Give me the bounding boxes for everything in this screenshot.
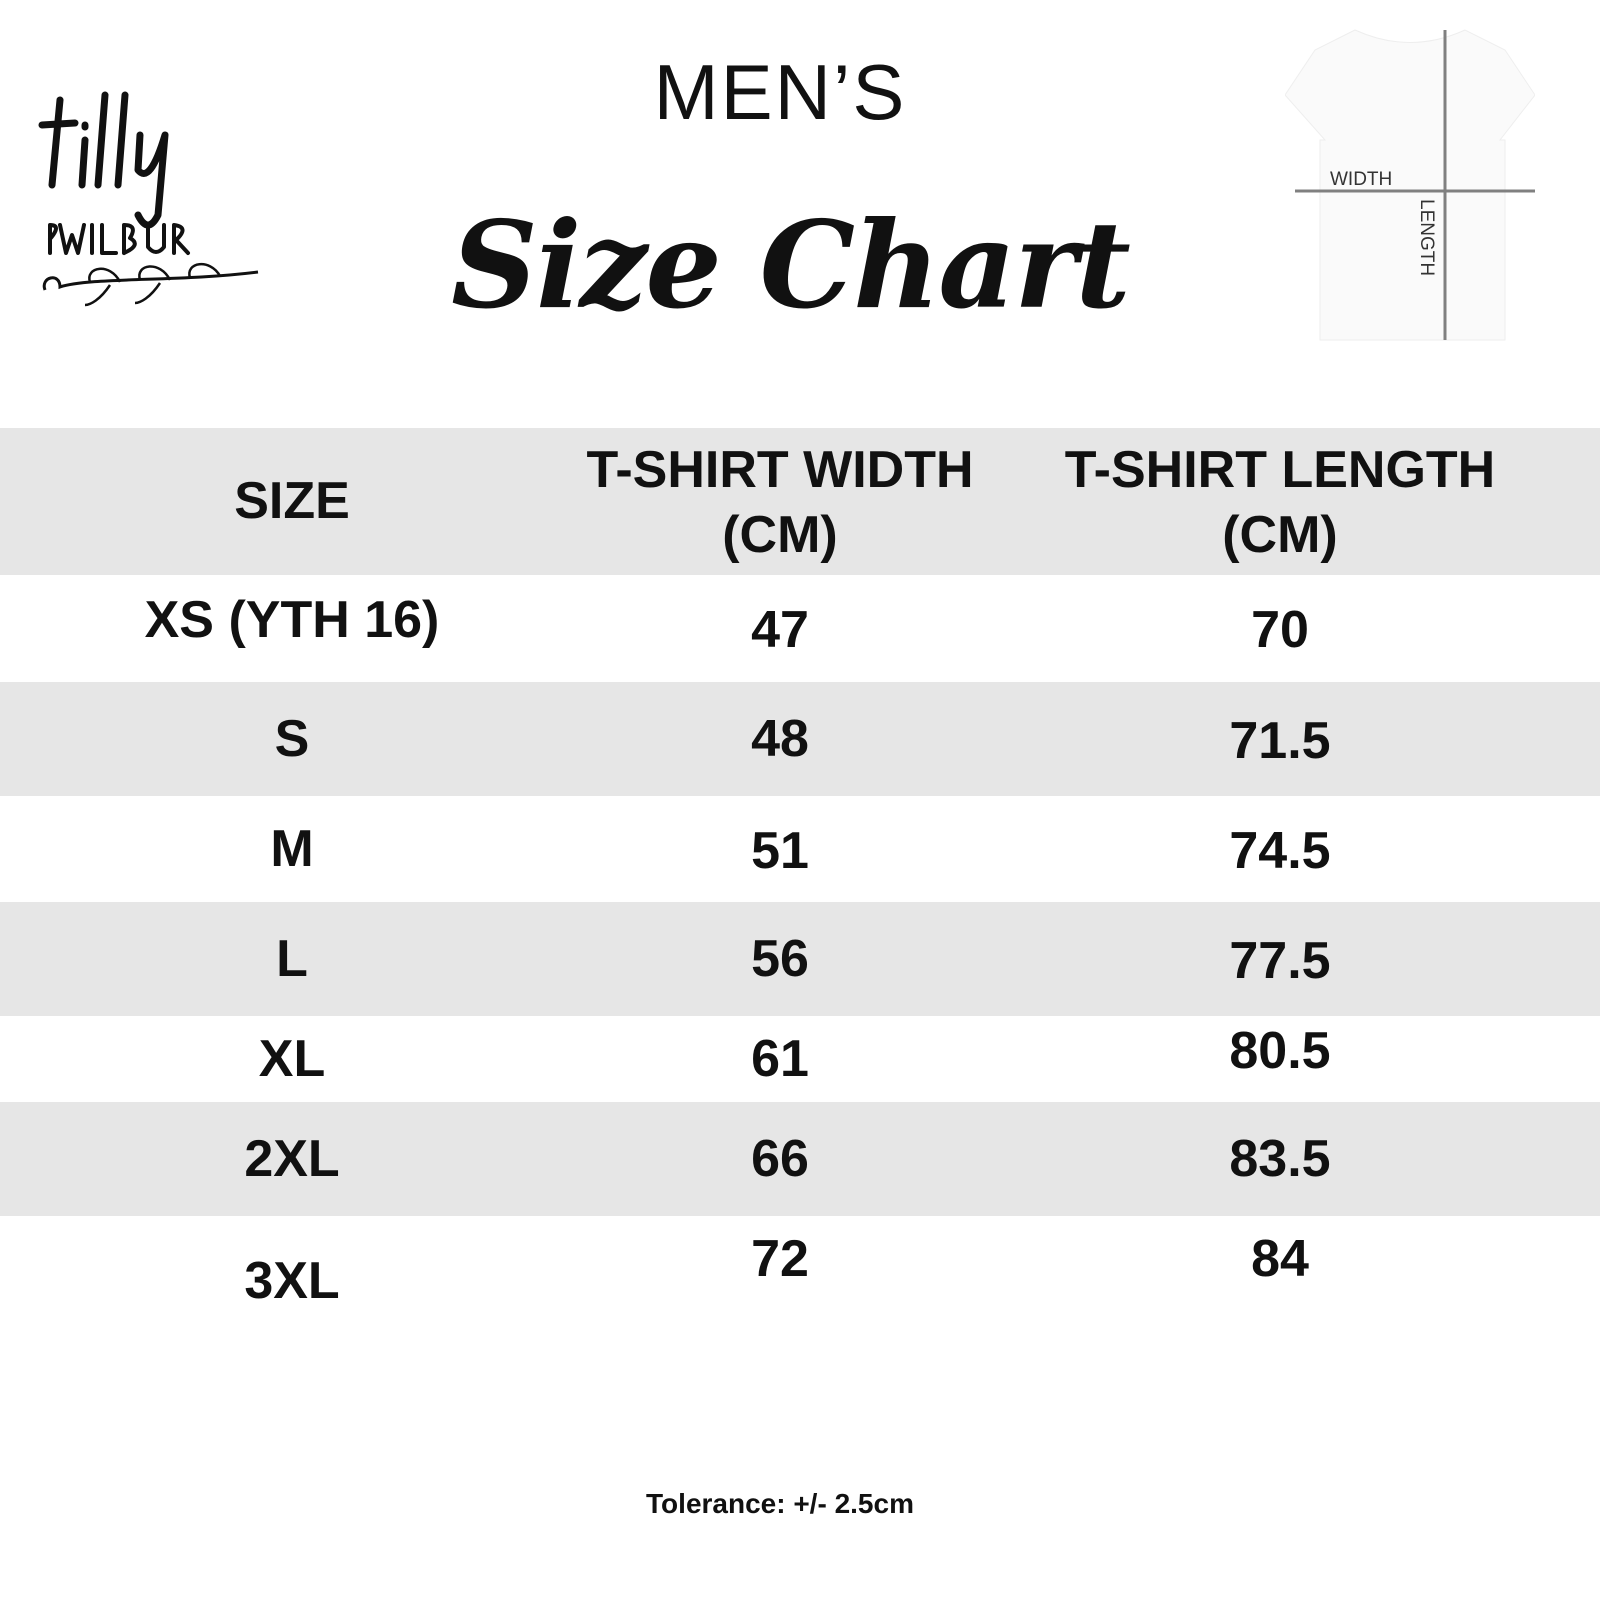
- cell-width: 66: [751, 1129, 809, 1188]
- cell-width: 48: [751, 709, 809, 768]
- tshirt-diagram: WIDTH LENGTH: [1284, 25, 1536, 345]
- size-chart-title: Size Chart: [451, 195, 1131, 336]
- mens-heading: MEN’S: [653, 48, 907, 136]
- cell-length: 74.5: [1229, 821, 1331, 880]
- length-label: LENGTH: [1416, 199, 1437, 276]
- header-length: T-SHIRT LENGTH (CM): [1064, 441, 1496, 564]
- cell-size: S: [274, 709, 310, 768]
- header-width: T-SHIRT WIDTH (CM): [586, 441, 974, 564]
- tshirt-shape: [1284, 29, 1536, 341]
- cell-length: 80.5: [1229, 1021, 1331, 1080]
- table-row: [0, 1102, 1600, 1216]
- cell-size: M: [270, 819, 314, 878]
- cell-length: 84: [1251, 1229, 1309, 1288]
- cell-size: 3XL: [244, 1251, 340, 1310]
- cell-length: 83.5: [1229, 1129, 1331, 1188]
- cell-size: 2XL: [244, 1129, 340, 1188]
- logo-tilly-lettering: [38, 91, 169, 229]
- cell-size: XL: [258, 1029, 326, 1088]
- cell-width: 51: [751, 821, 809, 880]
- table-header-row: [0, 428, 1600, 575]
- width-label: WIDTH: [1330, 169, 1392, 190]
- table-row: [0, 902, 1600, 1016]
- brand-logo: [30, 75, 265, 310]
- table-row: [0, 682, 1600, 796]
- cell-width: 61: [751, 1029, 809, 1088]
- logo-wilbur-lettering: [48, 223, 190, 255]
- header-size: SIZE: [234, 472, 350, 530]
- cell-size: L: [276, 929, 308, 988]
- cell-length: 71.5: [1229, 711, 1331, 770]
- cell-width: 47: [751, 601, 809, 659]
- cell-width: 56: [751, 929, 809, 988]
- cell-length: 77.5: [1229, 931, 1331, 990]
- cell-width: 72: [751, 1229, 809, 1288]
- cell-size: XS (YTH 16): [144, 591, 440, 649]
- cell-length: 70: [1251, 601, 1309, 659]
- tolerance-note: Tolerance: +/- 2.5cm: [646, 1488, 914, 1519]
